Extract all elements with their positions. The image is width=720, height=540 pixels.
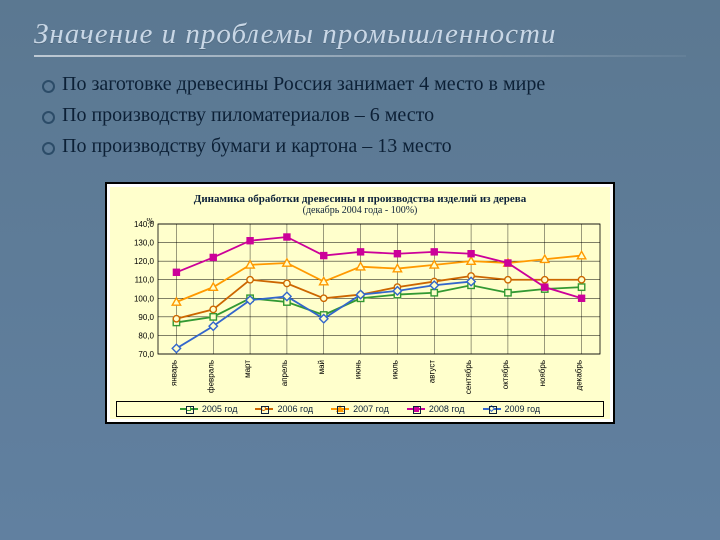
svg-text:апрель: апрель: [280, 360, 289, 386]
svg-text:110,0: 110,0: [135, 276, 155, 285]
svg-text:70,0: 70,0: [138, 350, 154, 359]
svg-text:май: май: [317, 360, 326, 374]
bullet-item: По производству бумаги и картона – 13 ме…: [36, 133, 686, 160]
legend-item: 2005 год: [180, 404, 238, 414]
svg-text:100,0: 100,0: [134, 294, 155, 303]
svg-text:декабрь: декабрь: [575, 360, 584, 390]
legend-marker-icon: [331, 405, 349, 413]
svg-text:140,0: 140,0: [134, 220, 155, 229]
svg-text:90,0: 90,0: [138, 313, 154, 322]
legend-label: 2008 год: [429, 404, 465, 414]
legend-label: 2006 год: [277, 404, 313, 414]
chart-frame: Динамика обработки древесины и производс…: [106, 183, 614, 423]
legend-marker-icon: [180, 405, 198, 413]
svg-text:март: март: [243, 360, 252, 378]
svg-text:октябрь: октябрь: [501, 360, 510, 389]
svg-text:февраль: февраль: [206, 360, 215, 393]
legend-marker-icon: [407, 405, 425, 413]
chart-legend: 2005 год 2006 год 2007 год 2008 год 2009 год: [116, 401, 604, 417]
chart-plot-bg: Динамика обработки древесины и производс…: [110, 187, 610, 419]
legend-label: 2005 год: [202, 404, 238, 414]
legend-marker-icon: [255, 405, 273, 413]
bullet-list: По заготовке древесины Россия занимает 4…: [36, 71, 686, 160]
legend-marker-icon: [483, 405, 501, 413]
chart-subtitle: (декабрь 2004 года - 100%): [116, 205, 604, 216]
svg-text:июнь: июнь: [354, 360, 363, 379]
svg-text:ноябрь: ноябрь: [538, 360, 547, 386]
chart-container: Динамика обработки древесины и производс…: [105, 182, 615, 424]
legend-label: 2007 год: [353, 404, 389, 414]
legend-item: 2007 год: [331, 404, 389, 414]
svg-text:январь: январь: [169, 360, 178, 386]
chart-title: Динамика обработки древесины и производс…: [116, 193, 604, 205]
slide-title: Значение и проблемы промышленности: [34, 18, 686, 51]
svg-text:130,0: 130,0: [134, 239, 155, 248]
legend-item: 2008 год: [407, 404, 465, 414]
svg-text:июль: июль: [390, 360, 399, 379]
bullet-item: По заготовке древесины Россия занимает 4…: [36, 71, 686, 98]
legend-item: 2009 год: [483, 404, 541, 414]
legend-label: 2009 год: [505, 404, 541, 414]
svg-text:120,0: 120,0: [134, 257, 155, 266]
svg-text:август: август: [427, 360, 436, 384]
svg-text:80,0: 80,0: [138, 331, 154, 340]
svg-text:сентябрь: сентябрь: [464, 360, 473, 394]
bullet-item: По производству пиломатериалов – 6 место: [36, 102, 686, 129]
legend-item: 2006 год: [255, 404, 313, 414]
title-underline: [34, 55, 686, 57]
slide: Значение и проблемы промышленности По за…: [0, 0, 720, 540]
line-chart: %70,080,090,0100,0110,0120,0130,0140,0ян…: [116, 218, 606, 394]
